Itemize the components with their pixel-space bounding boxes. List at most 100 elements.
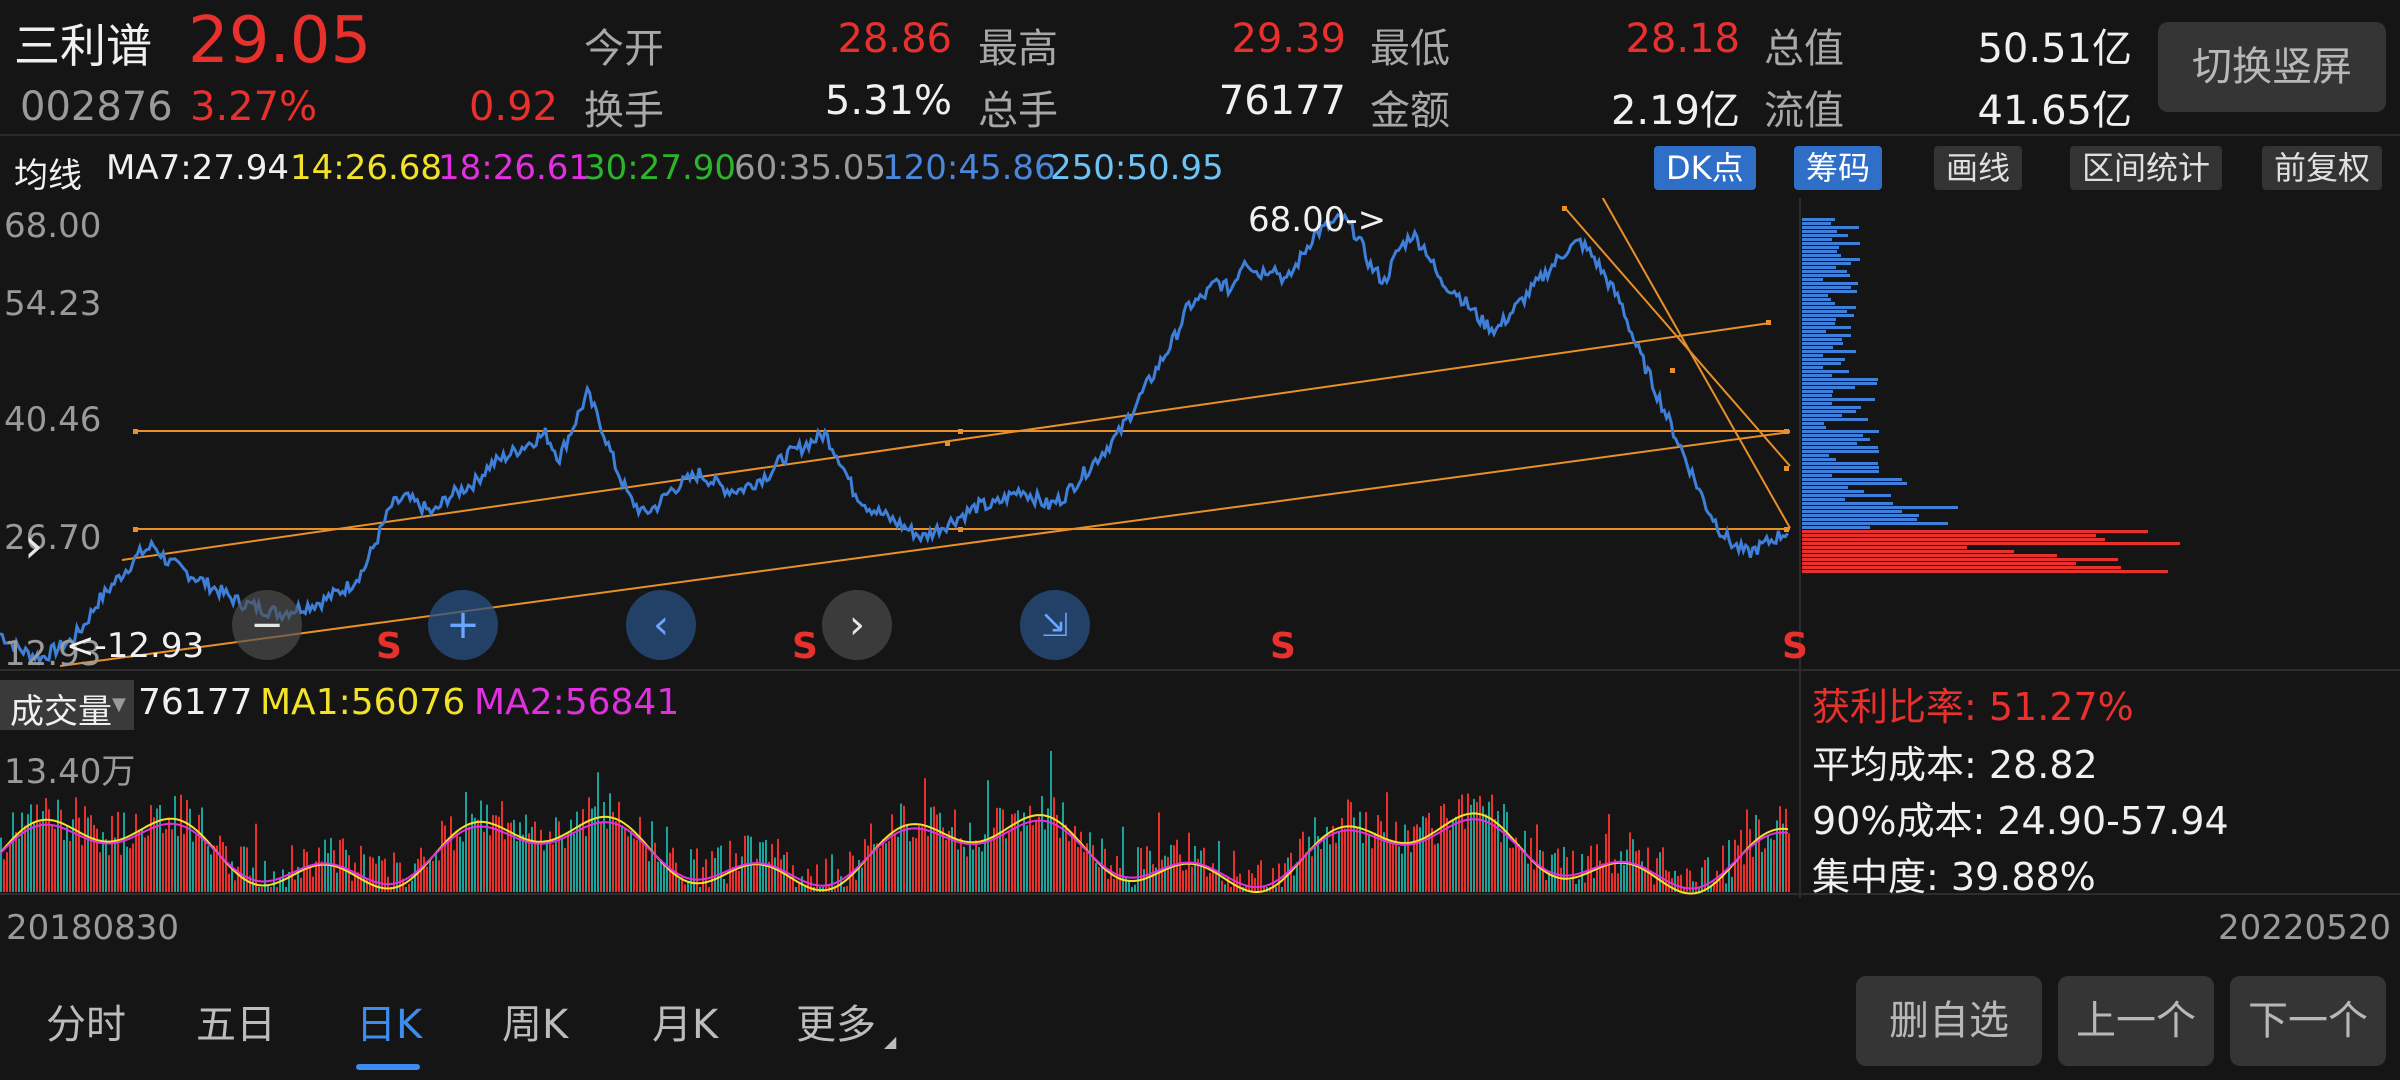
volume-bar	[1617, 873, 1619, 892]
volume-bar	[516, 841, 518, 892]
volume-bar	[612, 812, 614, 892]
volume-bar	[1602, 863, 1604, 892]
volume-bar	[1305, 852, 1307, 892]
ma14-value: 14:26.68	[290, 148, 443, 188]
volume-bar	[1164, 855, 1166, 892]
volume-bar	[78, 817, 80, 892]
chip-bar	[1802, 242, 1860, 245]
chip-bar	[1802, 358, 1845, 361]
volume-bar	[1206, 876, 1208, 892]
volume-bar	[1620, 851, 1622, 892]
chip-bar	[1802, 326, 1851, 329]
chip-bar	[1802, 218, 1835, 221]
volume-bar	[411, 880, 413, 892]
volume-bar	[1254, 877, 1256, 892]
volume-bar	[1065, 824, 1067, 892]
volume-bar	[636, 840, 638, 892]
volume-bar	[963, 846, 965, 892]
volume-bar	[1035, 820, 1037, 892]
volume-bar	[615, 821, 617, 892]
volume-bar	[1425, 817, 1427, 892]
volume-bar	[957, 849, 959, 892]
range-stats-button[interactable]: 区间统计	[2070, 146, 2223, 190]
tab-weekly-k[interactable]: 周K	[502, 1002, 569, 1048]
volume-bar	[9, 842, 11, 892]
volume-bar	[909, 841, 911, 892]
volume-bar	[528, 833, 530, 892]
volume-bar	[1182, 870, 1184, 892]
stock-code: 002876	[20, 84, 173, 130]
volume-bar	[717, 847, 719, 892]
price-chart-svg[interactable]	[0, 198, 2400, 898]
volume-bar	[117, 811, 119, 892]
chip-bar	[1802, 470, 1879, 473]
volume-bar	[354, 862, 356, 892]
scroll-right-button[interactable]: ›	[822, 590, 892, 660]
tab-five-day[interactable]: 五日	[196, 1002, 276, 1048]
y-tick-40: 40.46	[4, 400, 102, 440]
volume-bar	[1179, 854, 1181, 892]
zoom-in-button[interactable]: +	[428, 590, 498, 660]
volume-bar	[1782, 823, 1784, 892]
volume-bar	[630, 831, 632, 892]
kline-chart-area[interactable]: 68.00 54.23 40.46 26.70 12.93 68.00-> <-…	[0, 198, 2400, 899]
volume-bar	[954, 809, 956, 892]
dk-point-button[interactable]: DK点	[1654, 146, 1756, 190]
next-stock-button[interactable]: 下一个	[2230, 976, 2386, 1066]
tab-monthly-k[interactable]: 月K	[652, 1002, 719, 1048]
volume-bar	[1767, 835, 1769, 892]
volume-bar	[1023, 812, 1025, 892]
volume-bar	[1731, 876, 1733, 892]
chips-button[interactable]: 筹码	[1794, 146, 1883, 190]
remove-watchlist-button[interactable]: 删自选	[1856, 976, 2042, 1066]
volume-bar	[1419, 827, 1421, 892]
chip-bar	[1802, 398, 1875, 401]
chip-bar	[1802, 378, 1878, 381]
volume-bar	[1755, 814, 1757, 892]
volume-bar	[795, 887, 797, 892]
trend-line-down2	[1601, 198, 1791, 529]
volume-bar	[429, 859, 431, 892]
volume-bar	[513, 819, 515, 892]
chip-bar	[1802, 478, 1902, 481]
chevron-right-icon[interactable]: ›	[24, 518, 44, 574]
volume-bar	[1047, 808, 1049, 892]
chip-bar	[1802, 406, 1861, 409]
volume-bar	[1248, 869, 1250, 892]
volume-bar	[171, 829, 173, 892]
volume-bar	[912, 837, 914, 892]
chip-bar	[1802, 474, 1832, 477]
draw-line-button[interactable]: 画线	[1934, 146, 2023, 190]
volume-indicator-selector[interactable]: 成交量 ▼	[0, 680, 134, 732]
chip-bar	[1802, 550, 2014, 553]
zoom-out-button[interactable]: −	[232, 590, 302, 660]
low-label: 最低	[1370, 26, 1450, 72]
volume-bar	[213, 845, 215, 892]
volume-bar	[1635, 851, 1637, 892]
tab-daily-k[interactable]: 日K	[356, 1002, 423, 1048]
volume-bar	[1341, 818, 1343, 892]
volume-bar	[1539, 850, 1541, 892]
volume-bar	[1569, 879, 1571, 892]
collapse-button[interactable]: ⇲	[1020, 590, 1090, 660]
volume-bar	[42, 811, 44, 892]
switch-portrait-button[interactable]: 切换竖屏	[2158, 22, 2386, 112]
volume-label: 成交量	[10, 692, 112, 732]
tab-intraday[interactable]: 分时	[46, 1002, 126, 1048]
chip-bar	[1802, 302, 1835, 305]
volume-bar	[12, 812, 14, 892]
volume-bar	[1530, 837, 1532, 892]
volume-bar	[669, 852, 671, 892]
volume-bar	[1671, 878, 1673, 892]
volume-bar	[54, 828, 56, 892]
volume-bar	[306, 851, 308, 892]
volume-bar	[507, 822, 509, 892]
adjust-button[interactable]: 前复权	[2262, 146, 2383, 190]
volume-bar	[381, 860, 383, 892]
volume-bar	[375, 863, 377, 892]
tab-more[interactable]: 更多	[796, 1002, 876, 1048]
volume-ma1-line	[0, 812, 1789, 895]
volume-bar	[1059, 837, 1061, 892]
previous-stock-button[interactable]: 上一个	[2058, 976, 2214, 1066]
scroll-left-button[interactable]: ‹	[626, 590, 696, 660]
